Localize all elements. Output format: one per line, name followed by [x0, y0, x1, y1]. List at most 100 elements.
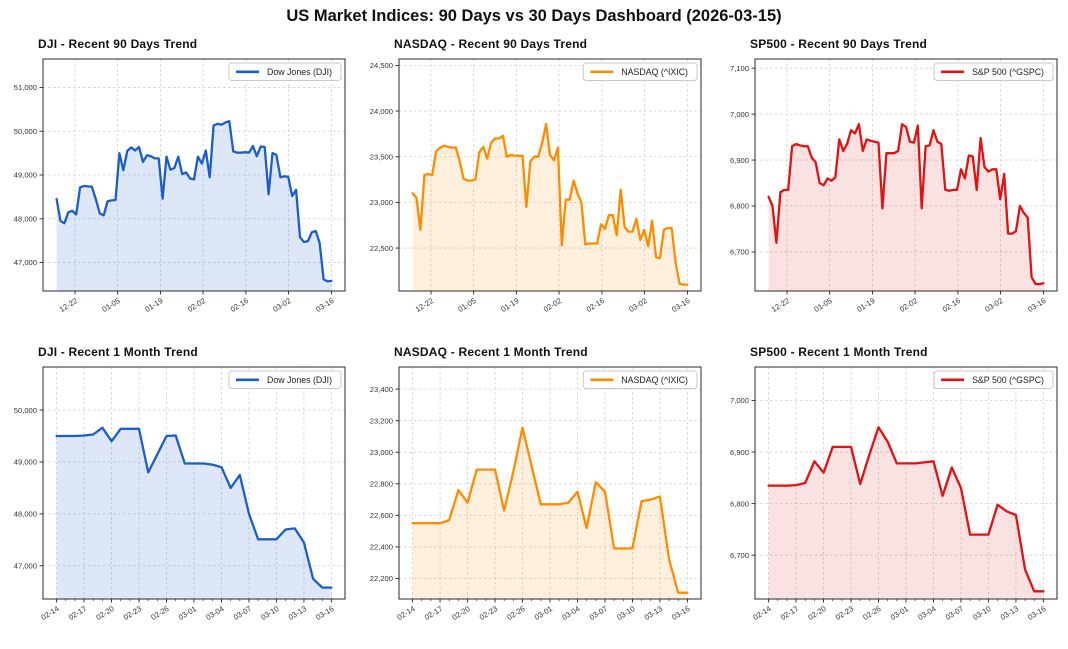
- x-tick-label: 02-16: [229, 296, 250, 314]
- axis-frame: [398, 366, 702, 600]
- x-tick-label: 02-14: [39, 604, 60, 622]
- chart-canvas-nasdaq-90d: 22,500 23,000 23,500 24,000 24,500 12-22 01-05…: [370, 58, 702, 314]
- y-tick-label: 22,400: [370, 543, 393, 552]
- series-line: [767, 426, 1045, 593]
- x-tick-label: 03-04: [204, 604, 225, 622]
- x-tick-label: 03-04: [560, 604, 581, 622]
- x-tick-label: 03-13: [643, 604, 664, 622]
- x-tick-label: 03-16: [670, 604, 691, 622]
- y-tick-label: 24,000: [370, 107, 393, 116]
- legend-label: NASDAQ (^IXIC): [621, 67, 688, 77]
- x-tick-label: 03-02: [271, 296, 292, 314]
- series-fill: [768, 427, 1044, 599]
- legend-box: [933, 370, 1054, 389]
- chart-canvas-nasdaq-1m: 22,200 22,400 22,600 22,800 23,000 23,200 23,4…: [370, 366, 702, 622]
- x-tick-label: 02-20: [806, 604, 827, 622]
- x-tick-label: 02-26: [505, 604, 526, 622]
- series-line: [55, 120, 333, 283]
- chart-panel-nasdaq-90d: NASDAQ - Recent 90 Days Trend 22,500 23,0…: [356, 34, 712, 342]
- x-tick-label: 03-10: [259, 604, 280, 622]
- x-tick-label: 02-17: [423, 604, 444, 622]
- x-tick-label: 03-02: [627, 296, 648, 314]
- legend-label: NASDAQ (^IXIC): [621, 375, 688, 385]
- chart-canvas-sp500-90d: 6,700 6,800 6,900 7,000 7,100 12-22 01-05 01-19…: [730, 58, 1058, 314]
- chart-title: DJI - Recent 90 Days Trend: [38, 37, 198, 51]
- x-tick-label: 03-16: [1026, 604, 1047, 622]
- chart-panel-dji-90d: DJI - Recent 90 Days Trend 47,000 48,000 4…: [0, 34, 356, 342]
- y-tick-label: 6,700: [730, 551, 749, 560]
- legend-box: [228, 62, 342, 81]
- axis-frame: [754, 366, 1058, 600]
- y-tick-label: 6,800: [730, 202, 749, 211]
- series-fill: [56, 427, 332, 599]
- chart-panel-sp500-90d: SP500 - Recent 90 Days Trend 6,700 6,800 6…: [712, 34, 1068, 342]
- x-tick-label: 01-05: [812, 296, 833, 314]
- axis-frame: [398, 58, 702, 292]
- chart-grid: DJI - Recent 90 Days Trend 47,000 48,000 4…: [0, 34, 1068, 649]
- y-tick-label: 23,000: [370, 448, 393, 457]
- x-tick-label: 03-13: [287, 604, 308, 622]
- x-tick-label: 12-22: [770, 296, 791, 314]
- y-tick-label: 47,000: [14, 258, 37, 267]
- chart-title: NASDAQ - Recent 1 Month Trend: [394, 345, 588, 359]
- x-tick-label: 03-10: [971, 604, 992, 622]
- x-tick-label: 03-16: [314, 604, 335, 622]
- series-line: [411, 426, 689, 594]
- x-tick-label: 02-02: [542, 296, 563, 314]
- axis-frame: [754, 58, 1058, 292]
- x-tick-label: 01-05: [456, 296, 477, 314]
- y-tick-label: 50,000: [14, 406, 37, 415]
- y-tick-label: 6,900: [730, 448, 749, 457]
- legend-label: S&P 500 (^GSPC): [972, 375, 1044, 385]
- chart-canvas-dji-90d: 47,000 48,000 49,000 50,000 51,000 12-22 01-05…: [14, 58, 346, 314]
- legend-box: [228, 370, 342, 389]
- x-tick-label: 03-07: [588, 604, 609, 622]
- y-tick-label: 6,900: [730, 156, 749, 165]
- x-tick-label: 03-01: [889, 604, 910, 622]
- x-tick-label: 02-20: [94, 604, 115, 622]
- x-tick-label: 02-26: [861, 604, 882, 622]
- y-tick-label: 22,500: [370, 244, 393, 253]
- series-line: [55, 426, 333, 589]
- x-tick-label: 02-16: [941, 296, 962, 314]
- x-tick-label: 02-26: [149, 604, 170, 622]
- y-tick-label: 22,800: [370, 479, 393, 488]
- chart-title: SP500 - Recent 90 Days Trend: [750, 37, 928, 51]
- y-tick-label: 22,600: [370, 511, 393, 520]
- x-tick-label: 02-23: [834, 604, 855, 622]
- series-line: [767, 123, 1045, 286]
- x-tick-label: 12-22: [58, 296, 79, 314]
- chart-title: NASDAQ - Recent 90 Days Trend: [394, 37, 588, 51]
- y-tick-label: 23,500: [370, 152, 393, 161]
- y-tick-label: 23,000: [370, 198, 393, 207]
- y-tick-label: 6,800: [730, 499, 749, 508]
- x-tick-label: 02-14: [395, 604, 416, 622]
- y-tick-label: 50,000: [14, 127, 37, 136]
- legend-label: Dow Jones (DJI): [267, 375, 332, 385]
- x-tick-label: 02-02: [898, 296, 919, 314]
- y-tick-label: 49,000: [14, 458, 37, 467]
- x-tick-label: 03-07: [232, 604, 253, 622]
- chart-panel-sp500-1m: SP500 - Recent 1 Month Trend 6,700 6,800 6…: [712, 342, 1068, 649]
- x-tick-label: 02-23: [122, 604, 143, 622]
- x-tick-label: 03-13: [999, 604, 1020, 622]
- chart-canvas-sp500-1m: 6,700 6,800 6,900 7,000 02-14 02-17 02-20 02-23…: [730, 366, 1058, 622]
- x-tick-label: 02-16: [585, 296, 606, 314]
- axis-frame: [42, 58, 346, 292]
- x-tick-label: 03-01: [177, 604, 198, 622]
- x-tick-label: 01-19: [499, 296, 520, 314]
- chart-title: SP500 - Recent 1 Month Trend: [750, 345, 928, 359]
- y-tick-label: 48,000: [14, 214, 37, 223]
- x-tick-label: 03-16: [314, 296, 335, 314]
- x-tick-label: 02-17: [67, 604, 88, 622]
- x-tick-label: 03-01: [533, 604, 554, 622]
- x-tick-label: 01-05: [100, 296, 121, 314]
- x-tick-label: 03-07: [944, 604, 965, 622]
- x-tick-label: 03-16: [1026, 296, 1047, 314]
- x-tick-label: 03-16: [670, 296, 691, 314]
- y-tick-label: 49,000: [14, 171, 37, 180]
- y-tick-label: 7,000: [730, 396, 749, 405]
- series-line: [411, 122, 689, 286]
- x-tick-label: 03-10: [615, 604, 636, 622]
